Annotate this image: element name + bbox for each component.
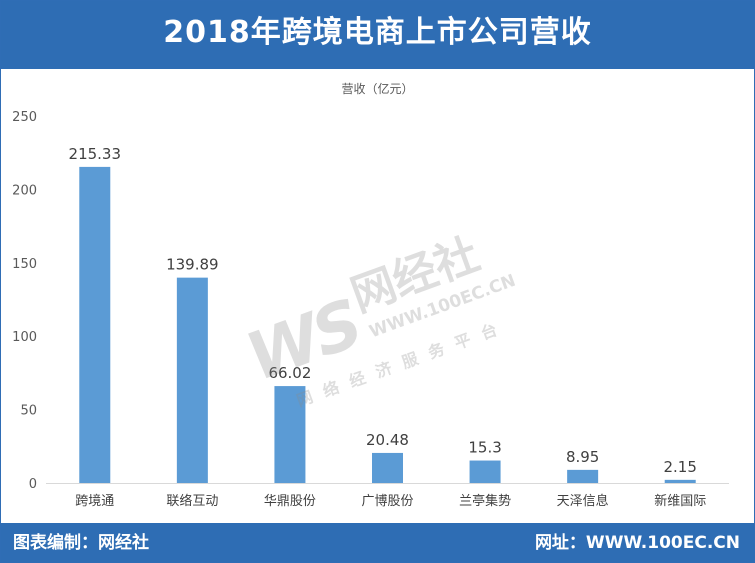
data-label: 15.3 [468, 439, 501, 457]
x-tick-label: 华鼎股份 [264, 494, 316, 509]
data-label: 66.02 [268, 364, 311, 382]
y-tick-label: 250 [12, 110, 37, 125]
y-tick-label: 0 [29, 477, 37, 492]
y-tick-label: 200 [12, 183, 37, 198]
title-bar: 2018年跨境电商上市公司营收 [1, 1, 754, 69]
y-tick-label: 50 [20, 404, 37, 419]
bar-chart: 营收（亿元） 0 50 100 150 200 250 215.33 跨境通 139.89 联络互动… [12, 81, 729, 509]
y-tick-label: 150 [12, 257, 37, 272]
bar [567, 469, 599, 483]
data-label: 215.33 [69, 145, 122, 163]
data-label: 2.15 [664, 458, 697, 476]
bar [372, 452, 403, 483]
x-tick-label: 天泽信息 [557, 493, 609, 509]
footer-website: 网址：WWW.100EC.CN [534, 533, 740, 553]
x-tick-label: 跨境通 [75, 494, 114, 509]
chart-title: 2018年跨境电商上市公司营收 [163, 15, 592, 50]
x-tick-label: 新维国际 [654, 493, 706, 509]
bar [664, 479, 696, 483]
axis-title: 营收（亿元） [341, 81, 413, 96]
x-tick-label: 联络互动 [166, 493, 218, 509]
x-tick-label: 兰亭集势 [459, 493, 511, 509]
x-tick-label: 广博股份 [361, 494, 413, 509]
bar [176, 277, 208, 483]
data-label: 8.95 [566, 448, 599, 466]
footer-bar: 图表编制：网经社 网址：WWW.100EC.CN [1, 523, 754, 562]
chart-area: WS 网经社 WWW.100EC.CN 网络经济服务平台 营收（亿元） 0 50 10… [1, 69, 754, 523]
bar [469, 460, 501, 483]
footer-credit: 图表编制：网经社 [13, 533, 149, 553]
data-label: 20.48 [366, 431, 409, 449]
data-label: 139.89 [166, 256, 219, 274]
bar [79, 166, 111, 483]
y-tick-label: 100 [12, 330, 37, 345]
bar [274, 386, 306, 483]
